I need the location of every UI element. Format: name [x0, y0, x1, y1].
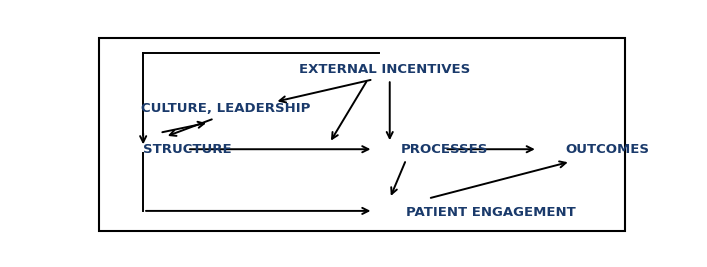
Text: PROCESSES: PROCESSES: [401, 143, 488, 156]
FancyBboxPatch shape: [99, 38, 626, 231]
Text: CULTURE, LEADERSHIP: CULTURE, LEADERSHIP: [141, 102, 310, 115]
Text: EXTERNAL INCENTIVES: EXTERNAL INCENTIVES: [298, 62, 470, 76]
Text: PATIENT ENGAGEMENT: PATIENT ENGAGEMENT: [407, 206, 576, 219]
Text: STRUCTURE: STRUCTURE: [144, 143, 232, 156]
Text: OUTCOMES: OUTCOMES: [565, 143, 649, 156]
